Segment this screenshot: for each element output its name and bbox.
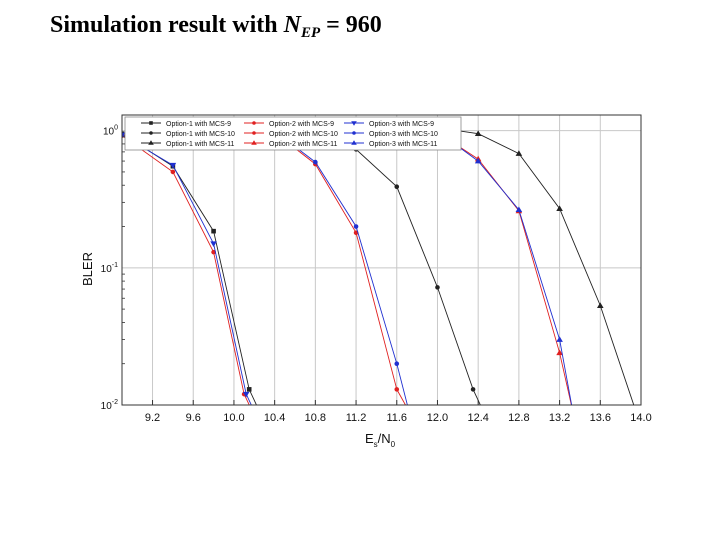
x-label-main: E bbox=[365, 431, 374, 446]
data-point bbox=[246, 387, 252, 392]
title-prefix: Simulation result with bbox=[50, 12, 284, 38]
plot-area bbox=[122, 115, 641, 405]
legend-item: Option-2 with MCS-11 bbox=[244, 140, 337, 148]
data-point bbox=[313, 159, 318, 165]
legend-label: Option-3 with MCS-9 bbox=[369, 121, 434, 128]
legend-swatch-marker bbox=[252, 131, 256, 135]
data-point bbox=[394, 361, 400, 367]
data-point bbox=[556, 349, 563, 356]
data-point bbox=[210, 241, 217, 247]
data-point bbox=[394, 387, 400, 392]
title-suffix: = 960 bbox=[320, 12, 382, 38]
legend-label: Option-3 with MCS-10 bbox=[369, 131, 438, 138]
legend-item: Option-2 with MCS-9 bbox=[244, 121, 334, 128]
x-tick-label: 9.2 bbox=[145, 412, 160, 424]
x-tick-label: 11.2 bbox=[346, 412, 367, 424]
legend-box bbox=[124, 116, 462, 151]
y-tick-exp: -1 bbox=[112, 262, 118, 269]
legend-swatch-marker bbox=[149, 121, 153, 125]
data-point bbox=[596, 302, 604, 308]
y-tick-exp: 0 bbox=[114, 125, 118, 132]
x-tick-label: 12.0 bbox=[427, 412, 448, 424]
plot-frame bbox=[121, 114, 642, 406]
x-tick-label: 12.8 bbox=[508, 412, 529, 424]
data-point bbox=[474, 130, 482, 136]
legend-item: Option-3 with MCS-9 bbox=[344, 121, 434, 128]
y-tick-base: 10 bbox=[101, 264, 113, 275]
x-tick-label: 9.6 bbox=[186, 412, 201, 424]
legend-item: Option-1 with MCS-9 bbox=[141, 121, 231, 128]
legend-label: Option-3 with MCS-11 bbox=[369, 141, 437, 148]
title-variable: N bbox=[283, 12, 301, 38]
data-point bbox=[242, 391, 250, 398]
x-label-sub2: 0 bbox=[391, 440, 396, 449]
legend-label: Option-1 with MCS-11 bbox=[166, 141, 234, 148]
legend-label: Option-2 with MCS-9 bbox=[269, 121, 334, 128]
y-tick-label: 10-1 bbox=[101, 262, 118, 275]
data-point bbox=[257, 409, 262, 414]
y-tick-base: 10 bbox=[101, 401, 113, 412]
legend-label: Option-2 with MCS-10 bbox=[269, 131, 338, 138]
x-axis-label: Es/N0 bbox=[365, 431, 396, 449]
legend-swatch-marker bbox=[352, 131, 356, 135]
x-tick-label: 10.4 bbox=[264, 412, 285, 424]
legend-swatch-marker bbox=[148, 140, 154, 145]
data-point bbox=[515, 206, 523, 213]
y-tick-label: 10-2 bbox=[101, 399, 118, 412]
data-point bbox=[169, 162, 177, 169]
legend-item: Option-3 with MCS-11 bbox=[344, 140, 437, 148]
x-tick-label: 14.0 bbox=[630, 412, 651, 424]
data-point bbox=[570, 408, 577, 414]
x-axis-ticks: 9.2 9.6 10.0 10.4 10.8 11.2 11.6 12.0 12.4 12.8 13… bbox=[145, 400, 652, 424]
legend-swatch-marker bbox=[252, 121, 256, 125]
data-point bbox=[556, 205, 563, 211]
legend: Option-1 with MCS-9 Option-2 with MCS-9 Op… bbox=[124, 116, 462, 151]
data-point bbox=[170, 169, 176, 175]
data-point bbox=[570, 408, 577, 414]
data-point bbox=[515, 150, 523, 156]
data-point bbox=[407, 409, 412, 414]
data-point bbox=[407, 409, 412, 414]
title-subscript: EP bbox=[300, 25, 321, 41]
series-3 bbox=[122, 132, 258, 415]
data-point bbox=[556, 336, 563, 342]
x-label-mid: /N bbox=[378, 431, 391, 446]
legend-swatch-marker bbox=[351, 140, 357, 145]
legend-swatch-marker bbox=[251, 140, 257, 145]
x-tick-label: 10.0 bbox=[223, 412, 244, 424]
data-point bbox=[211, 228, 216, 234]
legend-item: Option-2 with MCS-10 bbox=[244, 131, 338, 138]
data-point bbox=[353, 224, 359, 229]
x-tick-label: 10.8 bbox=[305, 412, 326, 424]
legend-label: Option-1 with MCS-9 bbox=[166, 121, 231, 128]
y-tick-exp: -2 bbox=[112, 399, 118, 406]
y-axis-label: BLER bbox=[80, 252, 95, 286]
data-point bbox=[435, 285, 440, 290]
legend-item: Option-3 with MCS-10 bbox=[344, 131, 438, 138]
legend-label: Option-1 with MCS-10 bbox=[166, 131, 235, 138]
legend-swatch-marker bbox=[351, 121, 357, 126]
x-label-sub1: s bbox=[374, 440, 378, 449]
legend-label: Option-2 with MCS-11 bbox=[269, 141, 337, 148]
x-tick-label: 13.2 bbox=[549, 412, 570, 424]
legend-swatch-marker bbox=[149, 131, 153, 135]
data-point bbox=[251, 409, 258, 415]
y-tick-label: 100 bbox=[103, 125, 118, 138]
x-tick-label: 13.6 bbox=[590, 412, 611, 424]
x-tick-label: 12.4 bbox=[467, 412, 488, 424]
y-tick-base: 10 bbox=[103, 127, 115, 138]
x-tick-label: 11.6 bbox=[386, 412, 407, 424]
slide-title: Simulation result with NEP = 960 bbox=[50, 12, 382, 42]
data-point bbox=[394, 184, 400, 190]
data-point bbox=[474, 157, 482, 164]
data-point bbox=[470, 387, 476, 392]
legend-item: Option-1 with MCS-10 bbox=[141, 131, 235, 138]
legend-item: Option-1 with MCS-11 bbox=[141, 140, 234, 148]
data-point bbox=[250, 409, 255, 414]
series-line bbox=[437, 127, 635, 405]
